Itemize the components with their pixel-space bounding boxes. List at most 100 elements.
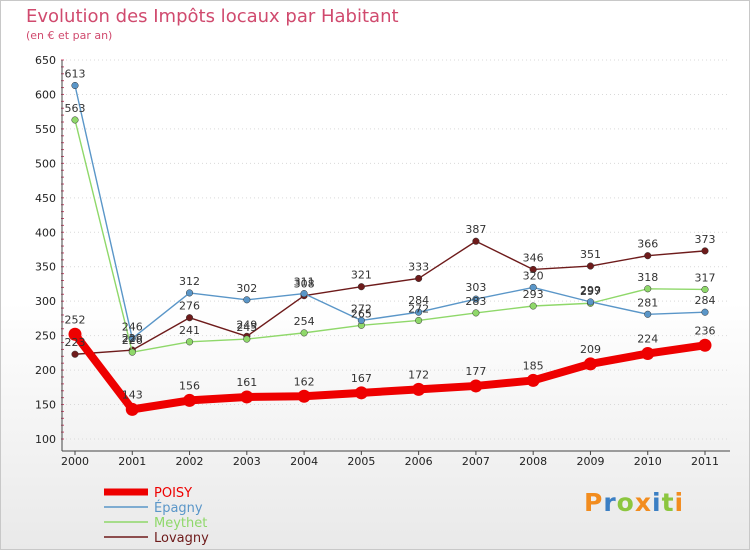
data-label-epagny: 311	[294, 276, 315, 289]
data-point-meythet	[529, 302, 537, 310]
y-tick-label: 500	[35, 157, 56, 170]
data-point-meythet	[128, 348, 136, 356]
data-label-lovagny: 373	[695, 233, 716, 246]
proxiti-logo: Proxiti	[584, 488, 685, 517]
data-label-poisy: 185	[523, 359, 544, 372]
data-point-poisy	[125, 402, 139, 416]
data-label-poisy: 156	[179, 379, 200, 392]
x-tick-label: 2010	[634, 455, 662, 468]
data-point-epagny	[644, 310, 652, 318]
x-tick-label: 2002	[176, 455, 204, 468]
data-label-meythet: 226	[122, 334, 143, 347]
legend-label-meythet: Meythet	[154, 516, 207, 531]
data-label-poisy: 224	[637, 333, 658, 346]
data-label-poisy: 167	[351, 372, 372, 385]
y-tick-label: 450	[35, 192, 56, 205]
data-point-poisy	[297, 389, 311, 403]
data-point-epagny	[586, 298, 595, 306]
data-label-poisy: 161	[236, 376, 257, 389]
data-label-lovagny: 249	[236, 318, 257, 331]
data-label-poisy: 143	[122, 388, 143, 401]
data-point-meythet	[243, 335, 251, 343]
y-tick-label: 550	[35, 123, 56, 136]
series-line-meythet	[74, 119, 706, 353]
series-line-poisy	[71, 330, 709, 414]
data-point-lovagny	[701, 247, 709, 255]
x-tick-label: 2007	[462, 455, 490, 468]
y-tick-label: 200	[35, 364, 56, 377]
data-label-meythet: 254	[294, 315, 315, 328]
data-label-meythet: 563	[65, 102, 86, 115]
data-label-epagny: 272	[351, 302, 372, 315]
data-label-meythet: 283	[465, 295, 486, 308]
data-point-meythet	[472, 309, 480, 317]
data-label-meythet: 245	[236, 321, 257, 334]
data-labels: 223 229 276 249 308 321 333 387 346 351 366 373 563 2…	[65, 67, 716, 401]
data-label-lovagny: 333	[408, 260, 429, 273]
data-point-poisy	[354, 386, 368, 400]
data-point-lovagny	[472, 237, 480, 245]
y-tick-label: 400	[35, 226, 56, 239]
data-label-lovagny: 321	[351, 269, 372, 282]
x-tick-label: 2009	[576, 455, 604, 468]
data-point-meythet	[701, 285, 709, 294]
x-tick-label: 2011	[691, 455, 719, 468]
data-point-epagny	[243, 296, 251, 304]
x-tick-label: 2005	[347, 455, 375, 468]
data-point-poisy	[240, 390, 254, 404]
data-label-epagny: 246	[122, 320, 143, 333]
x-tick-label: 2004	[290, 455, 318, 468]
data-label-poisy: 252	[65, 313, 86, 326]
data-point-lovagny	[586, 262, 595, 270]
data-label-epagny: 299	[580, 284, 601, 297]
x-tick-label: 2003	[233, 455, 261, 468]
data-label-lovagny: 229	[122, 332, 143, 345]
data-label-meythet: 297	[580, 285, 601, 298]
data-point-epagny	[357, 316, 365, 325]
axes: 100 150 200 250 300 350 400 450 500 550 600 650 2000…	[35, 54, 730, 468]
data-label-lovagny: 346	[523, 251, 544, 264]
y-tick-label: 350	[35, 261, 56, 274]
y-tick-label: 600	[35, 88, 56, 101]
data-point-epagny	[701, 308, 709, 316]
data-point-meythet	[644, 285, 652, 293]
series-layer	[68, 81, 712, 416]
data-point-epagny	[415, 308, 423, 316]
data-label-lovagny: 387	[465, 223, 486, 236]
data-point-lovagny	[644, 252, 652, 260]
data-label-lovagny: 351	[580, 248, 601, 261]
data-point-lovagny	[71, 350, 79, 358]
y-tick-label: 650	[35, 54, 56, 67]
data-point-poisy	[583, 357, 597, 371]
data-label-poisy: 177	[465, 365, 486, 378]
data-label-epagny: 613	[65, 67, 86, 80]
data-point-lovagny	[357, 283, 365, 291]
series-line-epagny	[74, 84, 706, 340]
grid	[62, 59, 727, 440]
legend-label-lovagny: Lovagny	[154, 531, 209, 546]
data-label-meythet: 241	[179, 324, 200, 337]
data-label-lovagny: 366	[637, 238, 658, 251]
y-tick-label: 150	[35, 399, 56, 412]
data-point-epagny	[128, 334, 136, 342]
data-label-poisy: 209	[580, 343, 601, 356]
data-point-poisy	[68, 327, 82, 341]
data-point-poisy	[469, 379, 483, 393]
data-point-poisy	[412, 382, 426, 396]
data-point-epagny	[71, 81, 79, 90]
data-point-poisy	[641, 347, 655, 361]
data-label-epagny: 284	[695, 294, 716, 307]
chart-title: Evolution des Impôts locaux par Habitant	[26, 6, 399, 27]
data-point-lovagny	[185, 314, 194, 322]
data-label-lovagny: 276	[179, 300, 200, 313]
y-tick-label: 300	[35, 295, 56, 308]
data-point-poisy	[698, 338, 712, 352]
x-tick-label: 2006	[405, 455, 433, 468]
data-point-epagny	[185, 289, 194, 297]
data-point-epagny	[300, 290, 308, 298]
data-point-lovagny	[529, 265, 537, 274]
data-label-lovagny: 223	[65, 336, 86, 349]
data-label-poisy: 162	[294, 375, 315, 388]
